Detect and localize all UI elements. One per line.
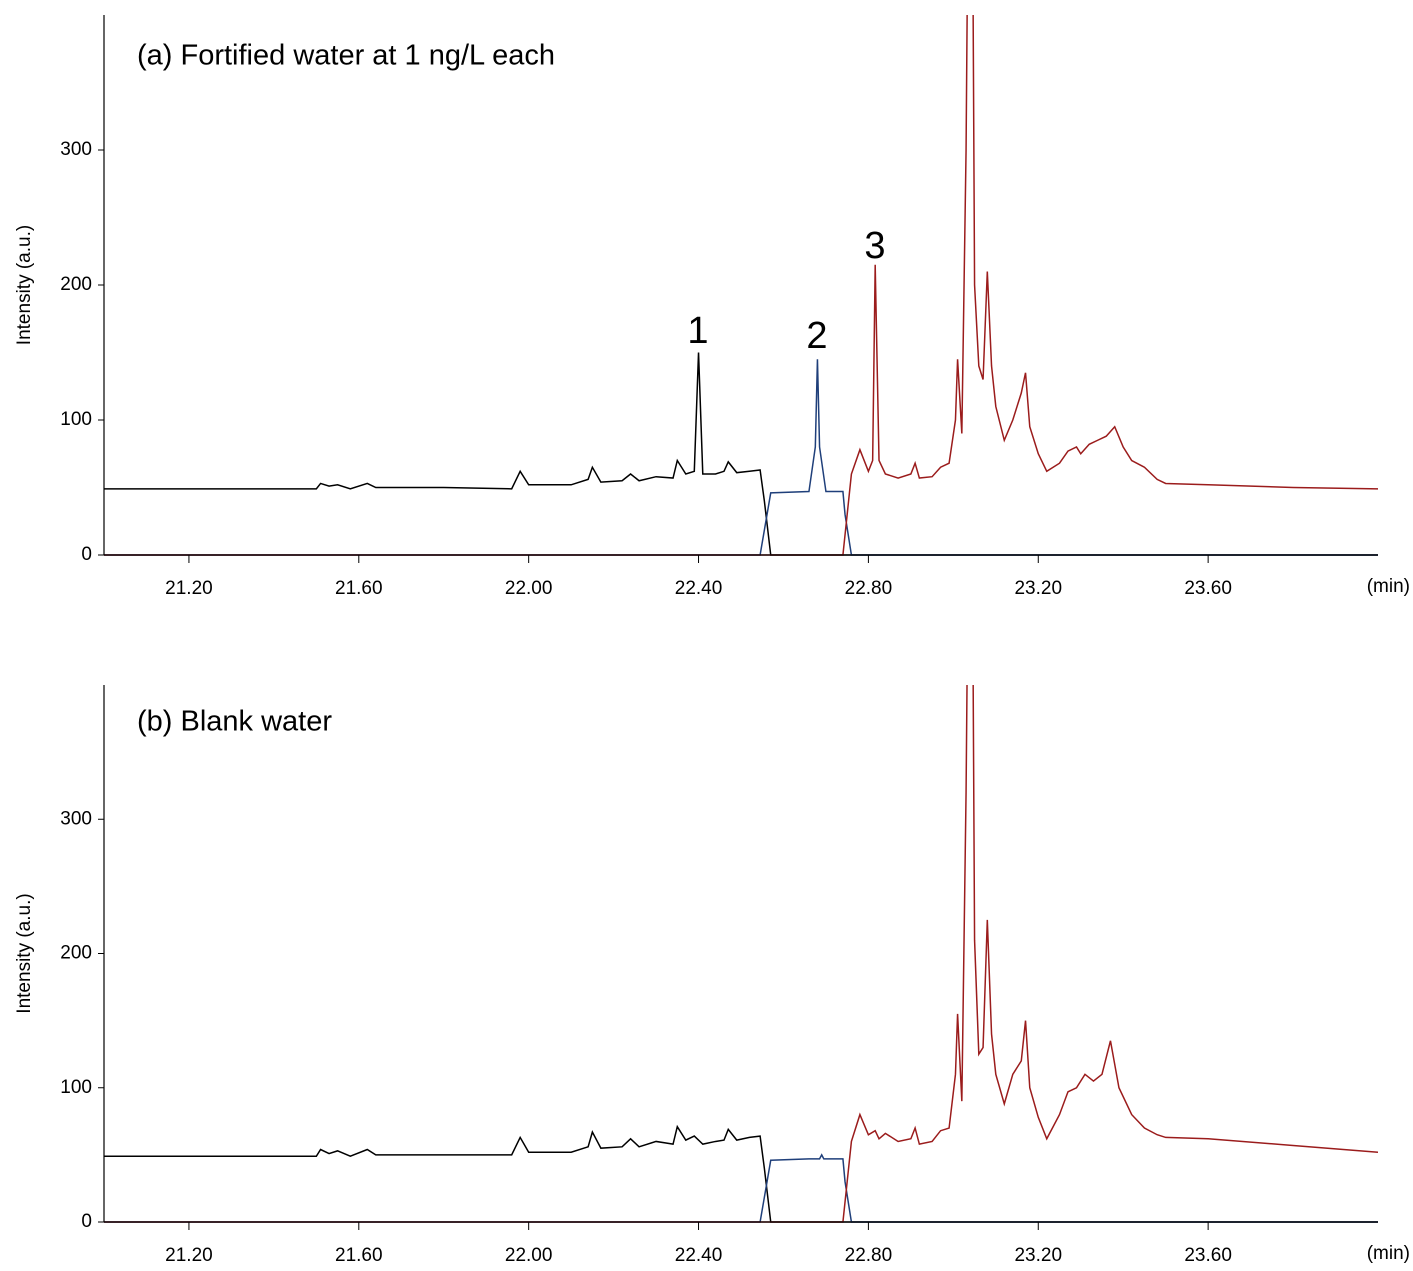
x-tick-label: 22.00 (505, 1245, 553, 1266)
x-tick-label: 22.40 (675, 1245, 723, 1266)
x-tick-label: 22.80 (845, 578, 893, 599)
y-tick-label: 100 (60, 409, 92, 430)
x-tick-label: 22.40 (675, 578, 723, 599)
trace (104, 1124, 1378, 1223)
x-tick-label: 21.60 (335, 1245, 383, 1266)
trace (104, 685, 1378, 1223)
peak-label: 2 (806, 315, 827, 357)
x-tick-label: 23.20 (1014, 578, 1062, 599)
y-tick-label: 200 (60, 943, 92, 964)
x-tick-label: 22.00 (505, 578, 553, 599)
y-tick-label: 0 (81, 1211, 92, 1232)
x-unit: (min) (1367, 576, 1410, 597)
trace (104, 15, 1378, 556)
x-tick-label: 23.60 (1184, 578, 1232, 599)
peak-label: 3 (864, 225, 885, 267)
y-axis-label: Intensity (a.u.) (14, 225, 35, 345)
x-tick-label: 23.60 (1184, 1245, 1232, 1266)
y-tick-label: 100 (60, 1077, 92, 1098)
trace (104, 359, 1378, 556)
trace (104, 1153, 1378, 1223)
x-tick-label: 21.20 (165, 578, 213, 599)
y-tick-label: 300 (60, 808, 92, 829)
plot-area (104, 685, 1378, 1223)
x-tick-label: 22.80 (845, 1245, 893, 1266)
panel-title: (b) Blank water (137, 706, 332, 738)
y-tick-label: 200 (60, 274, 92, 295)
plot-area (104, 15, 1378, 556)
x-tick-label: 21.60 (335, 578, 383, 599)
trace (104, 352, 1378, 556)
panel-title: (a) Fortified water at 1 ng/L each (137, 40, 555, 72)
y-tick-label: 300 (60, 139, 92, 160)
x-tick-label: 21.20 (165, 1245, 213, 1266)
y-axis-label: Intensity (a.u.) (14, 893, 35, 1013)
peak-label: 1 (687, 310, 708, 352)
y-tick-label: 0 (81, 544, 92, 565)
x-unit: (min) (1367, 1243, 1410, 1264)
x-tick-label: 23.20 (1014, 1245, 1062, 1266)
